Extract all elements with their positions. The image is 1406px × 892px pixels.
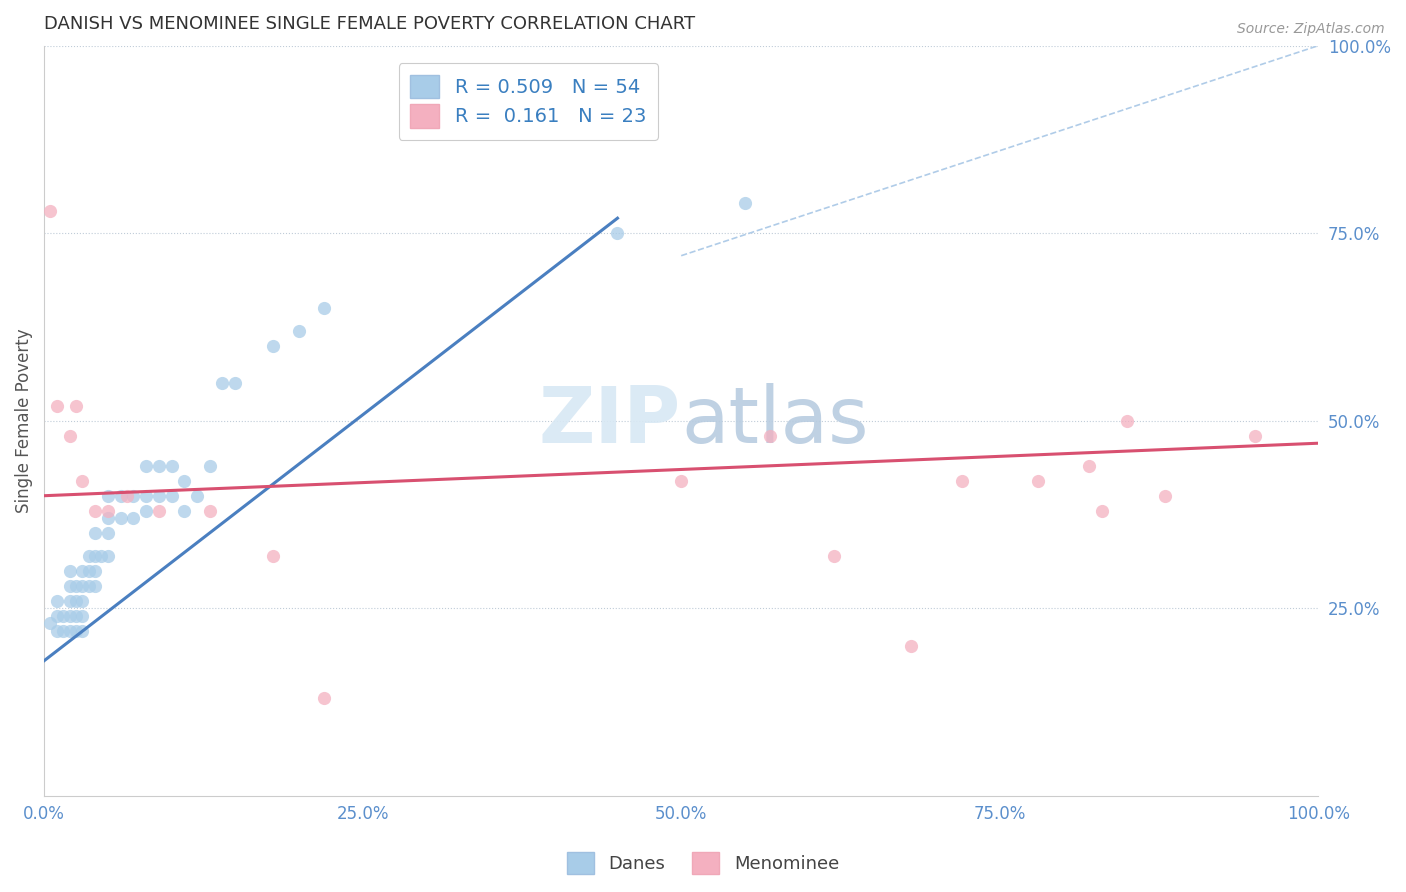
Point xyxy=(314,301,336,316)
Point xyxy=(52,624,75,638)
Point xyxy=(288,324,311,338)
Point xyxy=(1077,458,1099,473)
Point xyxy=(198,504,221,518)
Point xyxy=(734,196,756,211)
Point xyxy=(173,504,195,518)
Point xyxy=(65,593,87,607)
Point xyxy=(84,579,107,593)
Point xyxy=(211,376,233,391)
Legend: R = 0.509   N = 54, R =  0.161   N = 23: R = 0.509 N = 54, R = 0.161 N = 23 xyxy=(398,63,658,139)
Point xyxy=(135,458,157,473)
Point xyxy=(110,489,132,503)
Point xyxy=(262,339,284,353)
Point xyxy=(90,549,112,563)
Point xyxy=(65,579,87,593)
Point xyxy=(823,549,845,563)
Point xyxy=(198,458,221,473)
Point xyxy=(65,624,87,638)
Point xyxy=(97,511,120,525)
Point xyxy=(186,489,208,503)
Point xyxy=(39,616,62,631)
Point xyxy=(65,608,87,623)
Point xyxy=(148,504,170,518)
Point xyxy=(77,579,100,593)
Point xyxy=(1116,414,1139,428)
Point xyxy=(900,639,922,653)
Point xyxy=(58,608,80,623)
Point xyxy=(84,564,107,578)
Point xyxy=(58,564,80,578)
Text: Source: ZipAtlas.com: Source: ZipAtlas.com xyxy=(1237,22,1385,37)
Point xyxy=(84,504,107,518)
Point xyxy=(97,504,120,518)
Point xyxy=(148,489,170,503)
Point xyxy=(224,376,246,391)
Text: DANISH VS MENOMINEE SINGLE FEMALE POVERTY CORRELATION CHART: DANISH VS MENOMINEE SINGLE FEMALE POVERT… xyxy=(44,15,695,33)
Point xyxy=(72,564,94,578)
Point xyxy=(1026,474,1049,488)
Point xyxy=(1243,428,1265,442)
Point xyxy=(97,489,120,503)
Point xyxy=(84,549,107,563)
Point xyxy=(58,624,80,638)
Point xyxy=(262,549,284,563)
Point xyxy=(52,608,75,623)
Point xyxy=(58,428,80,442)
Point xyxy=(759,428,782,442)
Point xyxy=(1154,489,1177,503)
Point xyxy=(39,203,62,218)
Point xyxy=(45,399,67,413)
Point xyxy=(148,458,170,473)
Y-axis label: Single Female Poverty: Single Female Poverty xyxy=(15,328,32,513)
Point xyxy=(669,474,692,488)
Point xyxy=(65,399,87,413)
Point xyxy=(160,458,183,473)
Point xyxy=(72,593,94,607)
Point xyxy=(45,593,67,607)
Text: atlas: atlas xyxy=(681,383,869,458)
Point xyxy=(1091,504,1114,518)
Point xyxy=(950,474,973,488)
Point xyxy=(58,579,80,593)
Legend: Danes, Menominee: Danes, Menominee xyxy=(558,843,848,883)
Point xyxy=(135,504,157,518)
Point xyxy=(110,511,132,525)
Point xyxy=(72,579,94,593)
Point xyxy=(173,474,195,488)
Point xyxy=(122,511,145,525)
Point xyxy=(314,691,336,706)
Point xyxy=(97,549,120,563)
Point xyxy=(122,489,145,503)
Point xyxy=(115,489,138,503)
Point xyxy=(72,608,94,623)
Point xyxy=(58,593,80,607)
Point xyxy=(606,226,628,240)
Point xyxy=(77,549,100,563)
Point xyxy=(77,564,100,578)
Point xyxy=(97,526,120,541)
Point xyxy=(160,489,183,503)
Point xyxy=(135,489,157,503)
Point xyxy=(45,608,67,623)
Point xyxy=(72,474,94,488)
Point xyxy=(84,526,107,541)
Text: ZIP: ZIP xyxy=(538,383,681,458)
Point xyxy=(45,624,67,638)
Point xyxy=(72,624,94,638)
